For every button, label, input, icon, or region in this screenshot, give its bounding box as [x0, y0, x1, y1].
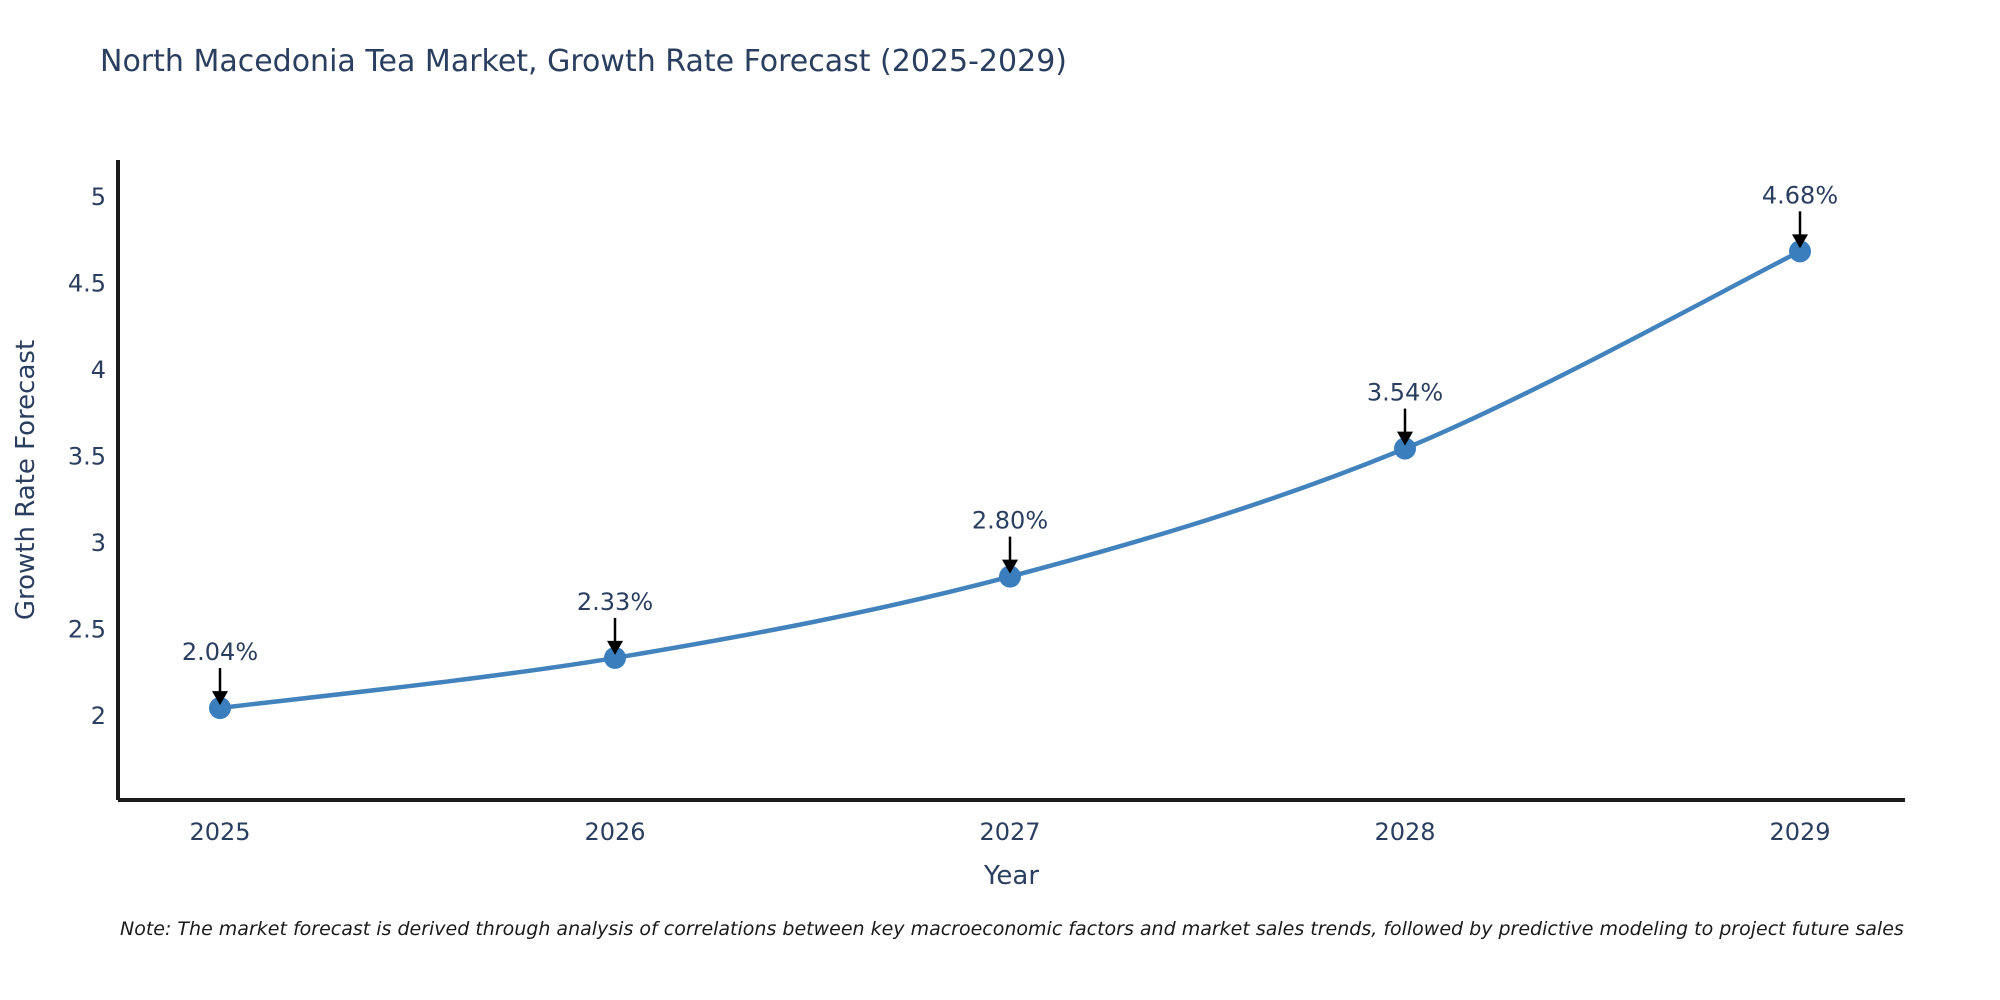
y-tick-label: 2.5 — [68, 616, 106, 644]
data-point-label: 4.68% — [1762, 181, 1838, 209]
data-point-label: 2.80% — [972, 507, 1048, 535]
data-point-marker — [1394, 437, 1416, 460]
chart-title: North Macedonia Tea Market, Growth Rate … — [100, 44, 1067, 79]
data-point-marker — [209, 697, 231, 720]
data-point-marker — [1789, 240, 1811, 263]
data-point-label: 2.04% — [182, 638, 258, 666]
y-axis-title: Growth Rate Forecast — [11, 340, 41, 620]
annotation-arrowhead-icon — [1002, 559, 1018, 574]
annotation-arrowhead-icon — [1397, 431, 1413, 446]
y-tick-label: 4.5 — [68, 270, 106, 298]
x-tick-label: 2025 — [189, 818, 250, 846]
data-point-marker — [999, 565, 1021, 588]
x-tick-label: 2028 — [1374, 818, 1435, 846]
y-tick-label: 2 — [91, 702, 106, 730]
y-tick-label: 3 — [91, 529, 106, 557]
data-point-marker — [604, 646, 626, 669]
y-tick-label: 3.5 — [68, 443, 106, 471]
x-tick-label: 2029 — [1769, 818, 1830, 846]
annotation-arrowhead-icon — [212, 691, 228, 706]
x-axis-title: Year — [983, 861, 1039, 891]
data-point-label: 2.33% — [577, 588, 653, 616]
data-point-label: 3.54% — [1367, 379, 1443, 407]
x-tick-label: 2027 — [979, 818, 1040, 846]
annotation-arrowhead-icon — [607, 640, 623, 655]
annotation-arrowhead-icon — [1792, 234, 1808, 249]
y-tick-label: 5 — [91, 183, 106, 211]
forecast-trend-line — [217, 249, 1803, 711]
y-tick-label: 4 — [91, 356, 106, 384]
chart-footnote: Note: The market forecast is derived thr… — [120, 918, 1904, 940]
x-tick-label: 2026 — [584, 818, 645, 846]
